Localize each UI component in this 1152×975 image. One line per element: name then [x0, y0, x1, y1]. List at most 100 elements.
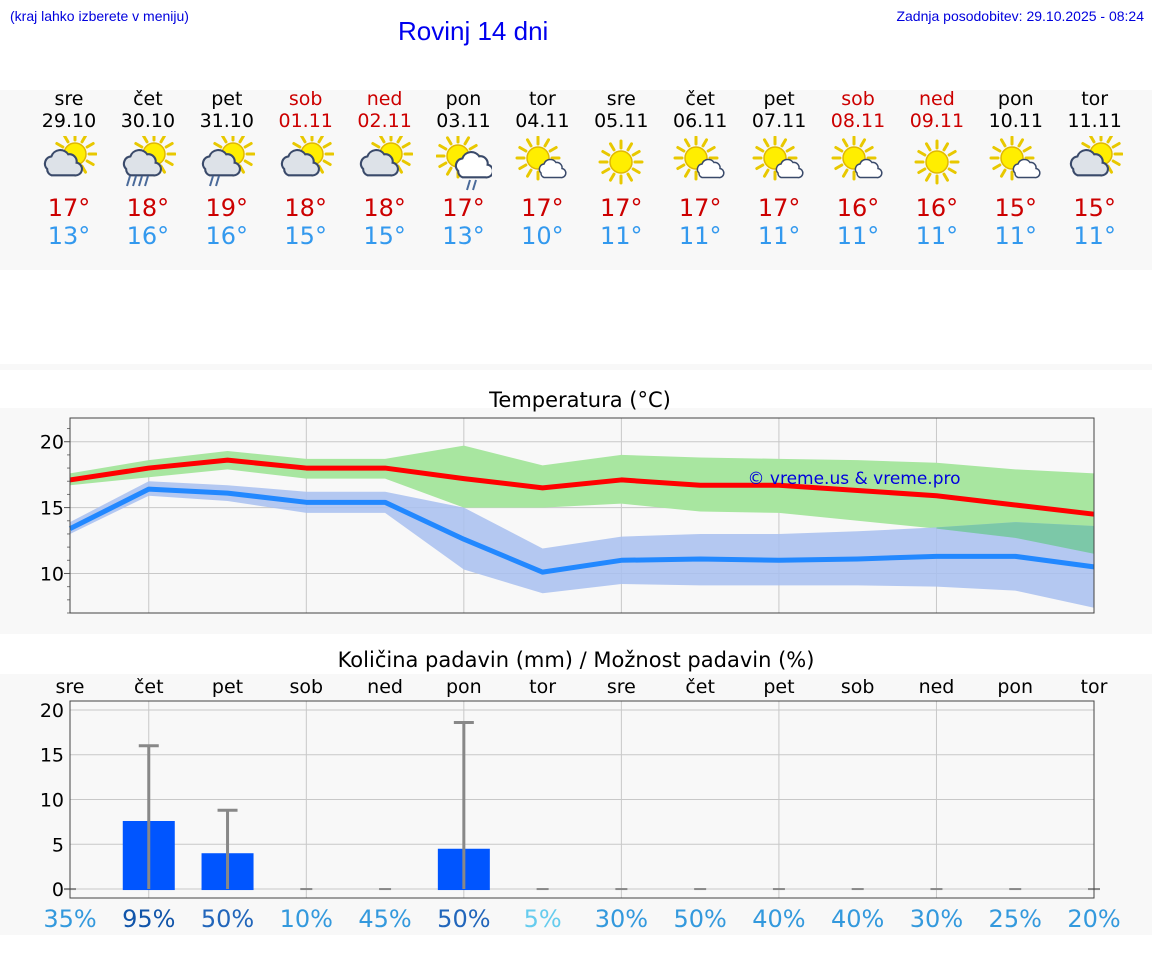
precipitation-probability: 25%: [989, 905, 1042, 933]
day-column: sre 05.11 17° 11°: [581, 88, 661, 250]
category-label: čet: [685, 676, 715, 698]
sun-icon: [914, 139, 960, 185]
max-temperature: 17°: [47, 194, 91, 222]
precipitation-probability: 20%: [1067, 905, 1120, 933]
precipitation-probability: 50%: [673, 905, 726, 933]
precipitation-probability: 40%: [752, 905, 805, 933]
min-temperature: 11°: [678, 222, 722, 250]
precipitation-probability: 30%: [910, 905, 963, 933]
sun-cloud-shower-icon: [435, 136, 492, 191]
day-name: pet: [763, 88, 795, 110]
day-date: 11.11: [1067, 110, 1122, 132]
plot-frame: [69, 700, 1095, 899]
location-hint: (kraj lahko izberete v meniju): [10, 8, 189, 24]
max-temperature: 17°: [678, 194, 722, 222]
min-temperature: 13°: [47, 222, 91, 250]
day-column: sre 29.10 17° 13°: [29, 88, 109, 250]
day-date: 30.10: [120, 110, 176, 132]
precipitation-probability: 10%: [280, 905, 333, 933]
day-date: 31.10: [199, 110, 254, 132]
max-temperature: 16°: [915, 194, 959, 222]
category-label: sre: [56, 676, 85, 698]
min-temperature: 11°: [994, 222, 1038, 250]
day-date: 06.11: [672, 110, 728, 132]
sun-small-cloud-icon: [989, 136, 1041, 181]
max-temperature: 19°: [205, 194, 249, 222]
page-title: Rovinj 14 dni: [398, 16, 549, 46]
category-label: pon: [446, 676, 482, 698]
min-temperature-band: [70, 481, 1094, 608]
precipitation-probability: 35%: [43, 905, 96, 933]
sun-icon: [598, 139, 644, 185]
precipitation-chart: sre čet pet sob ned pon tor sre čet pet sob ned pon t…: [40, 676, 1121, 933]
min-temperature: 13°: [442, 222, 485, 250]
day-name: sre: [54, 88, 84, 110]
sun-cloud-icon: [1069, 136, 1123, 177]
category-label: čet: [134, 676, 164, 698]
separator-band: [0, 364, 1152, 370]
min-temperature: 16°: [205, 222, 249, 250]
category-label: sob: [290, 676, 324, 698]
day-column: pon 10.11 15° 11°: [976, 88, 1056, 250]
sun-small-cloud-icon: [673, 136, 725, 181]
category-label: sob: [841, 676, 875, 698]
max-temperature: 15°: [994, 194, 1038, 222]
day-name: ned: [366, 88, 403, 110]
day-name: tor: [1081, 88, 1109, 110]
day-column: ned 02.11 18° 15°: [345, 88, 425, 250]
day-name: sob: [288, 88, 323, 110]
max-temperature: 15°: [1073, 194, 1116, 222]
category-label: pet: [763, 676, 794, 698]
max-temperature: 18°: [126, 194, 170, 222]
day-date: 02.11: [357, 110, 412, 132]
y-tick-label: 20: [40, 432, 64, 454]
max-temperature-line: [69, 457, 1095, 517]
day-name: pon: [997, 88, 1034, 110]
day-name: sob: [841, 88, 875, 110]
day-name: tor: [528, 88, 556, 110]
category-label: tor: [1081, 676, 1108, 698]
precipitation-probability: 40%: [831, 905, 884, 933]
category-label: sre: [607, 676, 636, 698]
max-temperature: 16°: [836, 194, 880, 222]
min-temperature: 11°: [915, 222, 959, 250]
day-column: sob 08.11 16° 11°: [818, 88, 898, 250]
day-column: sob 01.11 18° 15°: [266, 88, 346, 250]
min-temperature: 10°: [521, 222, 564, 250]
y-tick-label: 15: [40, 745, 64, 767]
day-name: ned: [918, 88, 955, 110]
sun-cloud-icon: [280, 136, 334, 177]
max-temperature: 17°: [600, 194, 643, 222]
min-temperature: 11°: [1073, 222, 1116, 250]
category-label: pon: [997, 676, 1033, 698]
min-temperature: 15°: [363, 222, 406, 250]
day-column: čet 06.11 17° 11°: [660, 88, 740, 250]
daily-forecast: sre 29.10 17° 13° čet 30.10 18° 16° pet 31.10 19° 1…: [29, 88, 1149, 258]
max-temperature: 18°: [363, 194, 406, 222]
y-tick-label: 15: [40, 498, 64, 520]
day-column: tor 11.11 15° 11°: [1055, 88, 1135, 250]
min-temperature: 11°: [600, 222, 643, 250]
sun-cloud-rain-icon: [122, 136, 176, 187]
sun-small-cloud-icon: [831, 136, 883, 181]
min-temperature: 15°: [284, 222, 327, 250]
day-name: čet: [133, 88, 163, 110]
category-label: ned: [919, 676, 955, 698]
precipitation-probability: 50%: [201, 905, 254, 933]
temperature-chart-title: Temperatura (°C): [489, 388, 671, 412]
y-tick-label: 0: [52, 879, 64, 901]
sun-small-cloud-icon: [752, 136, 804, 181]
day-column: čet 30.10 18° 16°: [108, 88, 188, 250]
precipitation-probability: 50%: [437, 905, 490, 933]
day-date: 01.11: [278, 110, 333, 132]
min-temperature-line: [68, 486, 1095, 575]
day-date: 29.10: [41, 110, 97, 132]
day-column: ned 09.11 16° 11°: [897, 88, 977, 250]
min-temperature: 11°: [836, 222, 880, 250]
y-tick-label: 10: [40, 790, 64, 812]
y-tick-label: 10: [40, 563, 64, 585]
temperature-chart: 10 15 20 © vreme.us & vreme.pro: [40, 417, 1095, 614]
y-tick-label: 20: [40, 700, 64, 722]
day-column: tor 04.11 17° 10°: [502, 88, 582, 250]
precipitation-probability: 5%: [524, 905, 562, 933]
